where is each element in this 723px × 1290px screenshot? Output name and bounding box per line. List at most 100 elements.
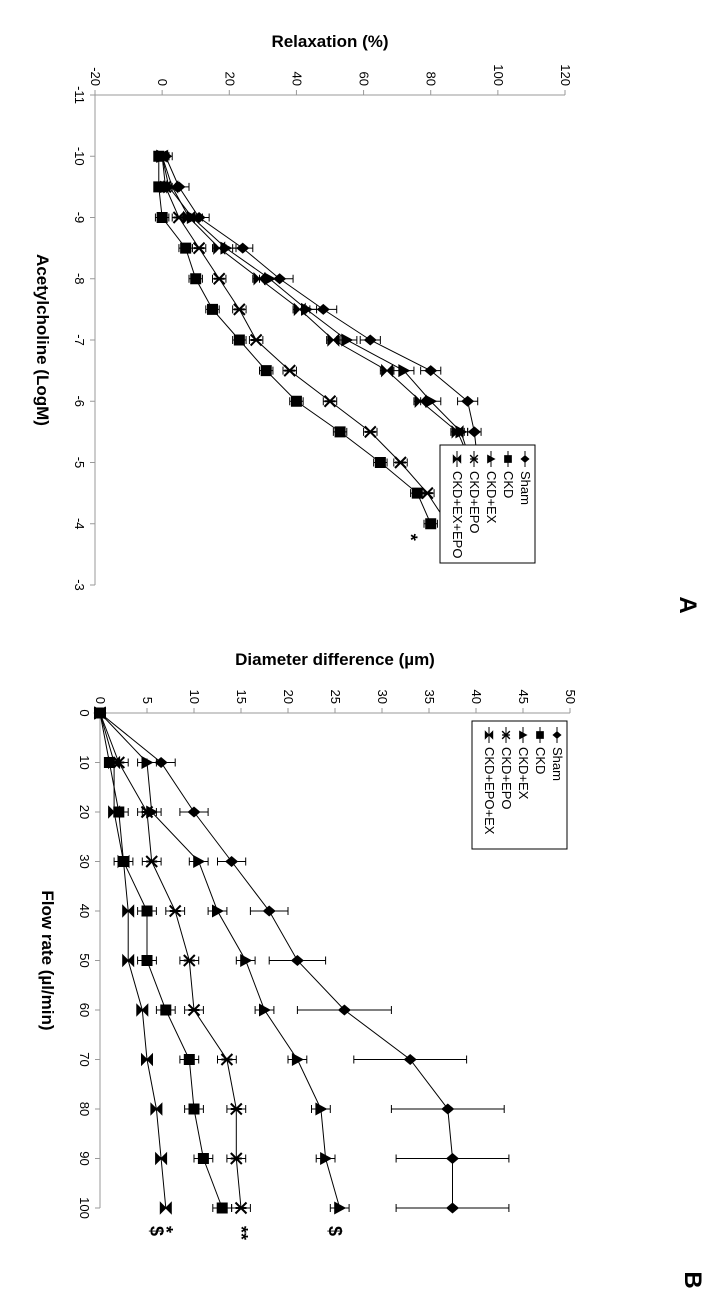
panel-a-series-line xyxy=(165,156,485,524)
panel-a-x-tick-label: -11 xyxy=(72,86,87,104)
panel-b-data-point xyxy=(136,1003,149,1017)
panel-b-data-point xyxy=(183,1054,195,1065)
panel-b-legend-label: CKD+EPO+EX xyxy=(482,747,497,835)
panel-a-y-tick-label: 80 xyxy=(424,72,439,86)
panel-b-data-point xyxy=(234,1201,248,1215)
panel-b-data-point xyxy=(122,953,135,968)
panel-b-y-tick-label: 35 xyxy=(422,690,437,704)
panel-a-series-ckd xyxy=(153,150,438,530)
panel-b-annotation: $ xyxy=(146,1226,166,1236)
panel-b-y-tick-label: 5 xyxy=(140,697,155,704)
panel-b-y-tick-label: 15 xyxy=(234,690,249,704)
panel-b-data-point xyxy=(117,854,130,869)
panel-b-data-point xyxy=(197,1153,209,1164)
panel-b-data-point xyxy=(230,1102,243,1116)
panel-b-y-tick-label: 40 xyxy=(469,690,484,704)
panel-a-y-axis-title: Relaxation (%) xyxy=(271,32,388,51)
panel-b-x-axis-title: Flow rate (µl/min) xyxy=(38,890,57,1030)
panel-a-data-point xyxy=(156,212,168,223)
panel-a-legend-marker xyxy=(452,454,462,464)
panel-b-data-point xyxy=(145,855,158,868)
panel-a-y-tick-label: 40 xyxy=(289,72,304,86)
panel-b-data-point xyxy=(446,1153,459,1164)
panel-a-data-point xyxy=(213,272,226,285)
panel-b-data-point xyxy=(290,955,304,966)
panel-a-y-tick-label: 60 xyxy=(357,72,372,86)
panel-b-data-point xyxy=(216,1202,228,1214)
panel-b-data-point xyxy=(155,1151,168,1166)
panel-b-data-point xyxy=(259,1003,271,1017)
panel-a-data-point xyxy=(253,272,266,286)
panel-b-x-tick-label: 60 xyxy=(77,1003,92,1017)
panel-b-data-point xyxy=(446,1202,459,1214)
panel-a-data-point xyxy=(341,333,354,347)
panel-b-legend-marker xyxy=(536,731,544,739)
panel-a-x-tick-label: -6 xyxy=(72,395,87,407)
panel-b-data-point xyxy=(240,954,253,967)
panel-b-x-tick-label: 10 xyxy=(77,755,92,769)
panel-a-data-point xyxy=(327,333,340,347)
panel-b-chart: 0 10 20 30 40 50 60 70 80 90 100 0 5 10 15 20 25 30 35 40 45… xyxy=(38,650,706,1289)
panel-b-x-tick-label: 50 xyxy=(77,953,92,967)
panel-b-x-tick-label: 100 xyxy=(77,1197,92,1219)
panel-b-data-point xyxy=(320,1152,333,1165)
panel-b-data-point xyxy=(188,1103,200,1115)
panel-a-series-ckd-ex-epo xyxy=(154,149,489,531)
panel-a-chart: -11 -10 -9 -8 -7 -6 -5 -4 -3 -20 0 20 40 60 80 100 120 Ac… xyxy=(33,32,701,614)
panel-b-annotation: * xyxy=(156,1226,176,1233)
panel-a-x-tick-label: -8 xyxy=(72,273,87,285)
panel-a-y-tick-label: 100 xyxy=(491,64,506,86)
panel-b-data-point xyxy=(441,1103,455,1115)
panel-a-data-point xyxy=(236,242,250,254)
panel-a-x-tick-label: -10 xyxy=(72,147,87,166)
panel-a-data-point xyxy=(249,333,263,347)
panel-a-legend-marker xyxy=(487,454,496,464)
panel-b-panel-label: B xyxy=(679,1271,706,1288)
panel-b-series-ckd xyxy=(94,707,233,1214)
panel-b-y-tick-label: 25 xyxy=(328,690,343,704)
panel-b-data-point xyxy=(108,755,121,770)
panel-a-data-point xyxy=(233,334,245,346)
panel-a-data-point xyxy=(192,241,206,255)
panel-b-data-point xyxy=(291,1053,304,1066)
panel-a-data-point xyxy=(414,394,427,408)
panel-a-x-tick-label: -4 xyxy=(72,518,87,530)
panel-b-data-point xyxy=(141,1052,153,1067)
panel-b-y-tick-label: 50 xyxy=(563,690,578,704)
panel-a-legend-box xyxy=(439,444,536,564)
panel-a-data-point xyxy=(264,272,277,286)
panel-a-x-tick-label: -3 xyxy=(72,579,87,591)
panel-b-legend-label: CKD+EPO xyxy=(499,747,514,810)
panel-b-data-point xyxy=(94,706,106,720)
panel-b-data-point xyxy=(154,757,168,768)
panel-b-legend-marker xyxy=(484,730,494,740)
panel-a-x-tick-label: -9 xyxy=(72,212,87,224)
panel-a-data-point xyxy=(190,273,202,285)
panel-b-y-tick-label: 0 xyxy=(93,697,108,704)
panel-b-x-tick-label: 40 xyxy=(77,904,92,918)
panel-b-series-line xyxy=(99,712,223,1209)
panel-b-annotation: $ xyxy=(325,1226,345,1236)
panel-a-data-point xyxy=(260,365,272,377)
panel-b-x-tick-label: 0 xyxy=(77,709,92,716)
panel-a-data-point xyxy=(213,241,226,255)
panel-b-x-tick-label: 90 xyxy=(77,1151,92,1165)
panel-a-legend-marker xyxy=(469,454,479,464)
panel-b-x-tick-label: 30 xyxy=(77,854,92,868)
panel-a-data-point xyxy=(323,395,337,408)
panel-a-x-tick-label: -7 xyxy=(72,334,87,346)
panel-a-legend-label: Sham xyxy=(518,471,533,505)
panel-a-series-line xyxy=(158,156,432,524)
panel-a-legend-label: CKD+EPO xyxy=(467,471,482,534)
panel-a-data-point xyxy=(398,364,411,378)
panel-a-legend-label: CKD+EX+EPO xyxy=(450,471,465,558)
panel-b-annotation: ** xyxy=(231,1226,251,1240)
panel-a-data-point xyxy=(421,486,434,500)
panel-a-data-point xyxy=(183,210,195,225)
panel-b-legend-label: Sham xyxy=(550,747,565,781)
panel-b-series-ckd-epo-ex xyxy=(94,706,172,1215)
panel-a-legend-label: CKD+EX xyxy=(484,471,499,524)
panel-b-y-tick-label: 45 xyxy=(516,690,531,704)
panel-a-y-tick-label: 20 xyxy=(222,72,237,86)
